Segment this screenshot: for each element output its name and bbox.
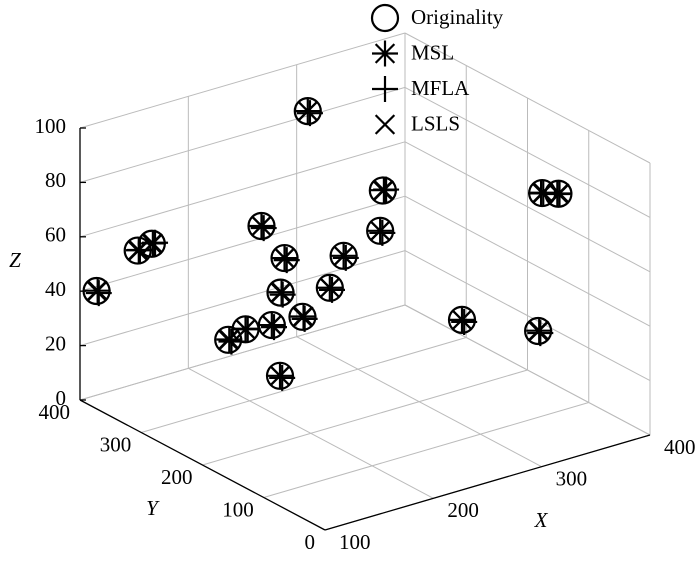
- grid-line: [404, 32, 651, 164]
- grid-line: [263, 402, 589, 498]
- grid-line: [79, 86, 406, 183]
- grid-line: [202, 369, 528, 466]
- data-point: [451, 309, 473, 331]
- grid-line: [404, 304, 651, 436]
- grid-line: [141, 337, 467, 433]
- legend-label: LSLS: [411, 111, 460, 135]
- data-point: [235, 319, 256, 340]
- z-axis-label: Z: [9, 248, 21, 272]
- y-tick-label: 100: [222, 497, 254, 521]
- x-tick-label: 100: [339, 530, 371, 554]
- legend-label: MSL: [411, 40, 454, 64]
- data-point: [127, 240, 148, 261]
- data-point: [292, 306, 313, 327]
- data-point: [532, 182, 553, 204]
- legend-marker: [370, 3, 400, 33]
- x-axis-label: X: [534, 508, 549, 532]
- y-tick-label: 400: [39, 400, 71, 424]
- z-tick-label: 80: [45, 168, 66, 192]
- data-point: [218, 329, 239, 350]
- z-tick-label: 40: [45, 277, 66, 301]
- legend-marker: [374, 114, 396, 135]
- z-tick-label: 0: [56, 386, 67, 410]
- data-point: [141, 233, 162, 254]
- data-point: [274, 247, 295, 269]
- y-tick-label: 0: [305, 530, 316, 554]
- data-point: [297, 100, 318, 122]
- data-point: [270, 282, 291, 303]
- legend-marker: [372, 40, 398, 67]
- legend-label: Originality: [411, 5, 504, 29]
- grid-line: [404, 250, 651, 382]
- data-point: [86, 280, 107, 302]
- data-point: [261, 314, 282, 336]
- x-tick-label: 400: [664, 435, 696, 459]
- grid-line: [404, 86, 651, 218]
- y-tick-label: 200: [161, 465, 193, 489]
- z-tick-label: 100: [35, 114, 67, 138]
- grid-line: [404, 141, 651, 273]
- grid-line: [79, 304, 406, 401]
- z-tick-label: 60: [45, 223, 66, 247]
- grid-line: [404, 195, 651, 327]
- legend-marker: [372, 76, 398, 102]
- data-point: [370, 220, 391, 241]
- grid-line: [79, 141, 406, 238]
- z-tick-label: 20: [45, 331, 66, 355]
- y-axis-label: Y: [146, 496, 160, 520]
- legend-label: MFLA: [411, 76, 470, 100]
- grid-line: [79, 195, 406, 292]
- data-point: [269, 365, 291, 386]
- grid-line: [79, 32, 406, 129]
- data-point: [333, 245, 354, 266]
- x-tick-label: 200: [447, 498, 479, 522]
- axis-line: [324, 434, 651, 531]
- data-point: [373, 176, 400, 203]
- data-point: [251, 215, 272, 237]
- y-tick-label: 300: [100, 432, 132, 456]
- x-tick-label: 300: [556, 466, 588, 490]
- data-point: [548, 183, 569, 204]
- data-point: [527, 320, 549, 342]
- data-point: [319, 277, 340, 298]
- axis-line: [79, 399, 326, 531]
- data-point: [372, 180, 393, 201]
